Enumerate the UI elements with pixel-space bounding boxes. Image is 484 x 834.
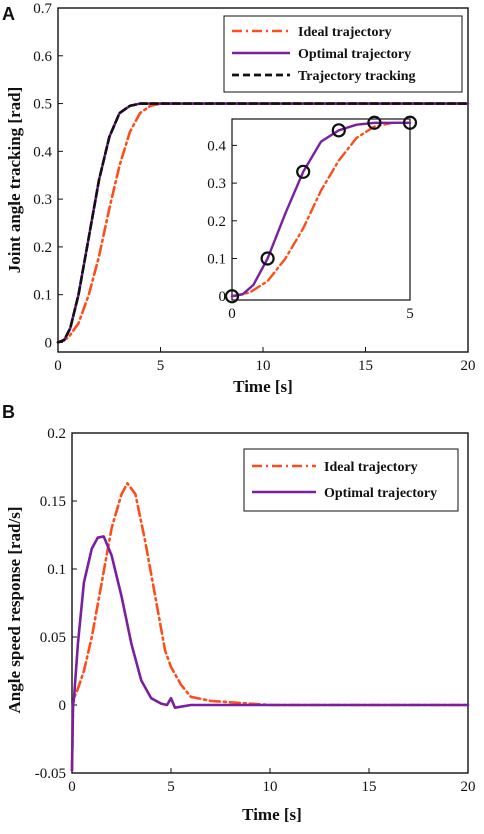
inset-marker-circle [402, 115, 418, 130]
panel-b-plot-lines [70, 481, 470, 772]
panel-a-y-tick-label: 0.4 [33, 144, 52, 160]
panel-b-y-tick-label: 0.1 [47, 562, 66, 578]
legend-b-label-optimal: Optimal trajectory [324, 486, 437, 501]
panel-a-y-label: Joint angle tracking [rad] [5, 87, 24, 274]
panel-a-x-tick-label: 5 [157, 358, 165, 374]
inset-series-optimal-trajectory [230, 121, 412, 298]
panel-b-y-tick-label: 0.05 [40, 630, 66, 646]
legend-a-label-optimal: Optimal trajectory [298, 47, 411, 62]
inset-marker-circle [260, 251, 275, 266]
inset-y-tick-label: 0.2 [207, 214, 226, 230]
inset-marker-circle [367, 115, 382, 130]
inset-marker-circle [296, 164, 311, 179]
inset-y-tick-label: 0.3 [207, 176, 226, 192]
inset-y-tick-label: 0.1 [207, 252, 226, 268]
inset-marker-circle [224, 289, 240, 304]
panel-a-x-tick-label: 10 [256, 358, 271, 374]
panel-b-series-ideal-trajectory [70, 481, 470, 772]
panel-b-x-tick-label: 15 [362, 779, 377, 795]
panel-a-x-tick-label: 0 [54, 358, 62, 374]
panel-b-y-tick-label: 0 [59, 698, 67, 714]
panel-a-y-tick-label: 0.5 [33, 97, 52, 113]
panel-a-inset: 0 0.1 0.2 0.3 0.4 0 5 [207, 115, 418, 322]
panel-a-x-tick-label: 20 [461, 358, 476, 374]
panel-b-y-tick-label: 0.15 [40, 494, 66, 510]
panel-a-y-tick-label: 0.2 [33, 240, 52, 256]
panel-a-plot-lines [56, 102, 470, 344]
panel-a-series-trajectory-tracking [56, 102, 470, 344]
panel-a-legend: Ideal trajectory Optimal trajectory Traj… [223, 15, 463, 93]
panel-a-x-tick-label: 15 [358, 358, 373, 374]
inset-markers [224, 115, 418, 304]
panel-a-y-tick-label: 0.3 [33, 192, 52, 208]
panel-a-y-tick-label: 0.6 [33, 49, 52, 65]
panel-a-x-ticks: 0 5 10 15 20 [54, 347, 476, 374]
panel-a-x-label: Time [s] [233, 377, 293, 396]
panel-b-series-optimal-trajectory [70, 535, 470, 772]
panel-b-y-tick-label: 0.2 [47, 426, 66, 442]
panel-a-y-ticks: 0 0.1 0.2 0.3 0.4 0.5 0.6 0.7 [33, 1, 63, 351]
inset-y-tick-label: 0 [219, 289, 227, 305]
panel-b-x-tick-label: 5 [167, 779, 175, 795]
panel-b-x-tick-label: 20 [461, 779, 476, 795]
panel-b-y-label: Angle speed response [rad/s] [5, 507, 24, 714]
panel-b-x-tick-label: 10 [263, 779, 278, 795]
legend-b-label-ideal: Ideal trajectory [324, 460, 418, 475]
legend-a-label-tracking: Trajectory tracking [298, 69, 416, 84]
inset-x-tick-label: 5 [406, 306, 414, 322]
panel-b-legend: Ideal trajectory Optimal trajectory [243, 448, 459, 512]
panel-a-y-tick-label: 0.7 [33, 1, 52, 17]
inset-y-ticks: 0 0.1 0.2 0.3 0.4 [207, 138, 237, 305]
panel-a-y-tick-label: 0.1 [33, 288, 52, 304]
legend-a-label-ideal: Ideal trajectory [298, 25, 392, 40]
panel-a-y-tick-label: 0 [45, 335, 53, 351]
inset-marker-circle [331, 123, 346, 138]
panel-a-letter: A [2, 4, 15, 24]
panel-b-x-label: Time [s] [242, 805, 302, 824]
panel-b-x-tick-label: 0 [68, 779, 76, 795]
panel-b-y-ticks: -0.05 0 0.05 0.1 0.15 0.2 [35, 426, 77, 782]
inset-y-tick-label: 0.4 [207, 138, 226, 154]
panel-b-y-tick-label: -0.05 [35, 766, 66, 782]
panel-b-legend-box [243, 448, 459, 512]
panel-b-x-ticks: 0 5 10 15 20 [68, 768, 476, 795]
inset-x-tick-label: 0 [228, 306, 236, 322]
panel-b-letter: B [2, 402, 15, 422]
